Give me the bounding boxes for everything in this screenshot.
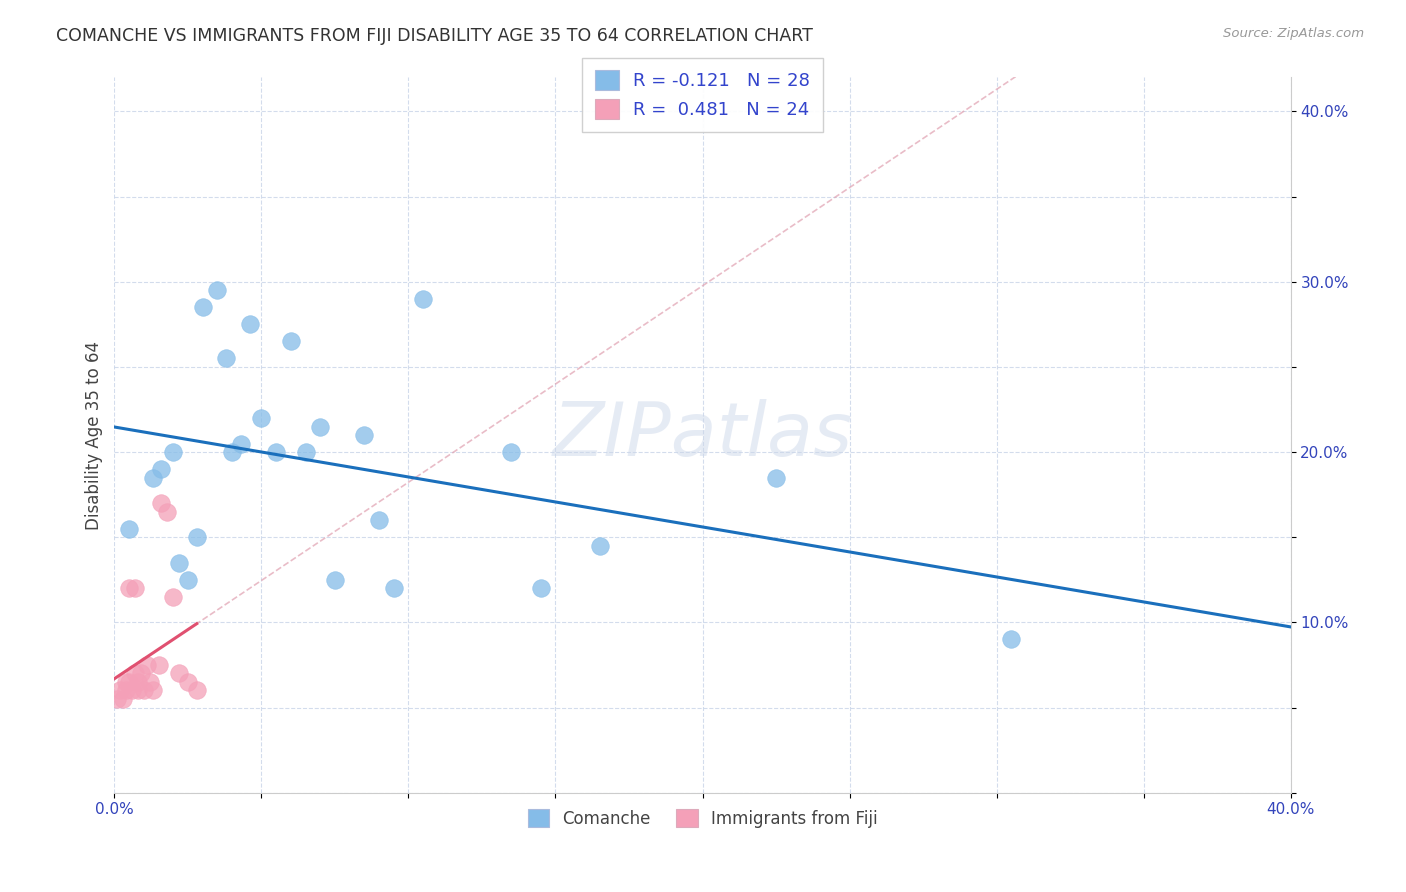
Y-axis label: Disability Age 35 to 64: Disability Age 35 to 64 bbox=[86, 341, 103, 530]
Point bbox=[177, 675, 200, 690]
Point bbox=[239, 318, 262, 332]
Point bbox=[162, 590, 184, 604]
Point bbox=[121, 683, 143, 698]
Point bbox=[124, 666, 146, 681]
Point bbox=[148, 657, 170, 672]
Point bbox=[118, 582, 141, 596]
Point bbox=[280, 334, 302, 349]
Point bbox=[215, 351, 238, 366]
Point bbox=[323, 573, 346, 587]
Point bbox=[115, 683, 138, 698]
Point bbox=[264, 445, 287, 459]
Point bbox=[127, 675, 149, 690]
Point bbox=[530, 582, 553, 596]
Text: ZIPatlas: ZIPatlas bbox=[553, 399, 852, 471]
Point bbox=[588, 539, 610, 553]
Point bbox=[132, 683, 155, 698]
Point bbox=[150, 462, 173, 476]
Point bbox=[229, 436, 252, 450]
Point bbox=[112, 692, 135, 706]
Point bbox=[105, 692, 128, 706]
Point bbox=[115, 675, 138, 690]
Point bbox=[129, 666, 152, 681]
Point bbox=[1000, 632, 1022, 647]
Point bbox=[186, 683, 208, 698]
Point bbox=[294, 445, 316, 459]
Point bbox=[118, 522, 141, 536]
Point bbox=[156, 505, 179, 519]
Point bbox=[309, 419, 332, 434]
Point bbox=[142, 470, 165, 484]
Point bbox=[167, 556, 190, 570]
Point bbox=[186, 530, 208, 544]
Point bbox=[765, 470, 787, 484]
Point bbox=[353, 428, 375, 442]
Point bbox=[207, 283, 229, 297]
Point bbox=[191, 301, 214, 315]
Text: COMANCHE VS IMMIGRANTS FROM FIJI DISABILITY AGE 35 TO 64 CORRELATION CHART: COMANCHE VS IMMIGRANTS FROM FIJI DISABIL… bbox=[56, 27, 813, 45]
Point bbox=[135, 657, 157, 672]
Point bbox=[382, 582, 405, 596]
Point bbox=[167, 666, 190, 681]
Legend: Comanche, Immigrants from Fiji: Comanche, Immigrants from Fiji bbox=[520, 803, 884, 834]
Point bbox=[118, 675, 141, 690]
Point bbox=[501, 445, 523, 459]
Point bbox=[124, 582, 146, 596]
Point bbox=[110, 683, 132, 698]
Point bbox=[162, 445, 184, 459]
Text: Source: ZipAtlas.com: Source: ZipAtlas.com bbox=[1223, 27, 1364, 40]
Point bbox=[150, 496, 173, 510]
Point bbox=[412, 292, 434, 306]
Point bbox=[368, 513, 391, 527]
Point bbox=[127, 683, 149, 698]
Point bbox=[177, 573, 200, 587]
Point bbox=[221, 445, 243, 459]
Point bbox=[138, 675, 160, 690]
Point bbox=[250, 411, 273, 425]
Point bbox=[142, 683, 165, 698]
